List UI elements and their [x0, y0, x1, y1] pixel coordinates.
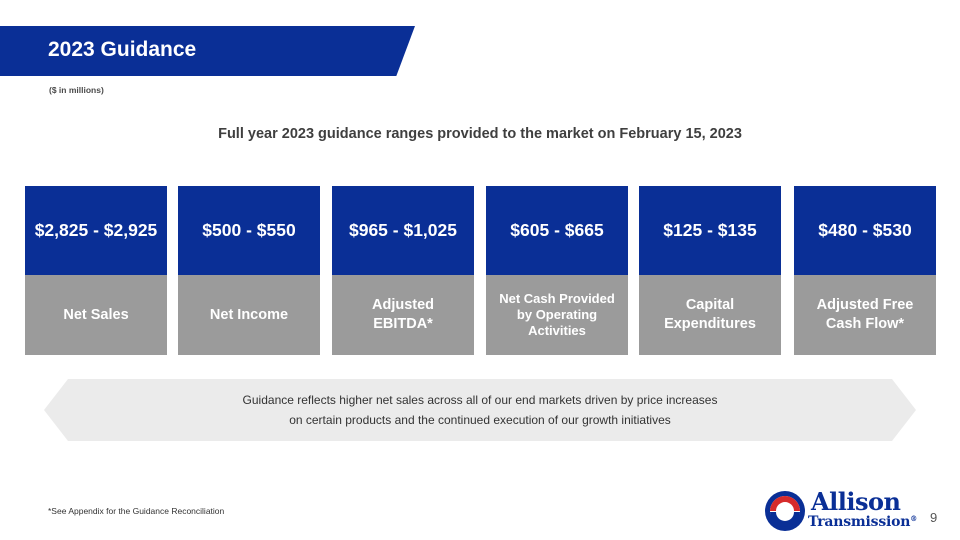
card-label-box: Adjusted Free Cash Flow*: [794, 275, 936, 355]
card-label-box: Adjusted EBITDA*: [332, 275, 474, 355]
registered-mark: ®: [910, 514, 918, 523]
callout-text: Guidance reflects higher net sales acros…: [243, 390, 718, 430]
callout-line-2: on certain products and the continued ex…: [289, 413, 671, 427]
guidance-callout: Guidance reflects higher net sales acros…: [44, 379, 916, 441]
card-value: $605 - $665: [486, 186, 628, 275]
card-label: Adjusted EBITDA*: [371, 297, 435, 332]
card-label: Net Sales: [63, 306, 129, 323]
guidance-card-adjusted-ebitda: $965 - $1,025 Adjusted EBITDA*: [332, 186, 474, 355]
card-label: Net Income: [209, 306, 289, 323]
slide-subtitle: Full year 2023 guidance ranges provided …: [218, 126, 742, 142]
logo-word-transmission-text: Transmission: [808, 514, 911, 530]
card-label-box: Net Cash Provided by Operating Activitie…: [486, 275, 628, 355]
guidance-card-net-income: $500 - $550 Net Income: [178, 186, 320, 355]
logo-word-allison: Allison: [811, 487, 901, 516]
logo-word-transmission: Transmission®: [808, 514, 917, 530]
allison-logo: Allison Transmission®: [764, 487, 929, 532]
allison-emblem-icon: [765, 491, 805, 531]
footnote: *See Appendix for the Guidance Reconcili…: [48, 506, 225, 516]
card-value: $500 - $550: [178, 186, 320, 275]
card-value: $2,825 - $2,925: [25, 186, 167, 275]
page-number: 9: [930, 510, 938, 525]
card-label-box: Net Sales: [25, 275, 167, 355]
card-label-box: Capital Expenditures: [639, 275, 781, 355]
card-value: $480 - $530: [794, 186, 936, 275]
guidance-card-net-sales: $2,825 - $2,925 Net Sales: [25, 186, 167, 355]
card-label: Net Cash Provided by Operating Activitie…: [499, 290, 615, 339]
guidance-card-capex: $125 - $135 Capital Expenditures: [639, 186, 781, 355]
card-value: $125 - $135: [639, 186, 781, 275]
units-note: ($ in millions): [49, 85, 104, 95]
title-banner: [0, 26, 415, 76]
guidance-card-operating-cash: $605 - $665 Net Cash Provided by Operati…: [486, 186, 628, 355]
card-label: Adjusted Free Cash Flow*: [816, 297, 914, 332]
callout-line-1: Guidance reflects higher net sales acros…: [242, 393, 718, 407]
card-label-box: Net Income: [178, 275, 320, 355]
card-value: $965 - $1,025: [332, 186, 474, 275]
guidance-card-free-cash-flow: $480 - $530 Adjusted Free Cash Flow*: [794, 186, 936, 355]
card-label: Capital Expenditures: [664, 297, 756, 332]
slide-title: 2023 Guidance: [48, 38, 197, 61]
